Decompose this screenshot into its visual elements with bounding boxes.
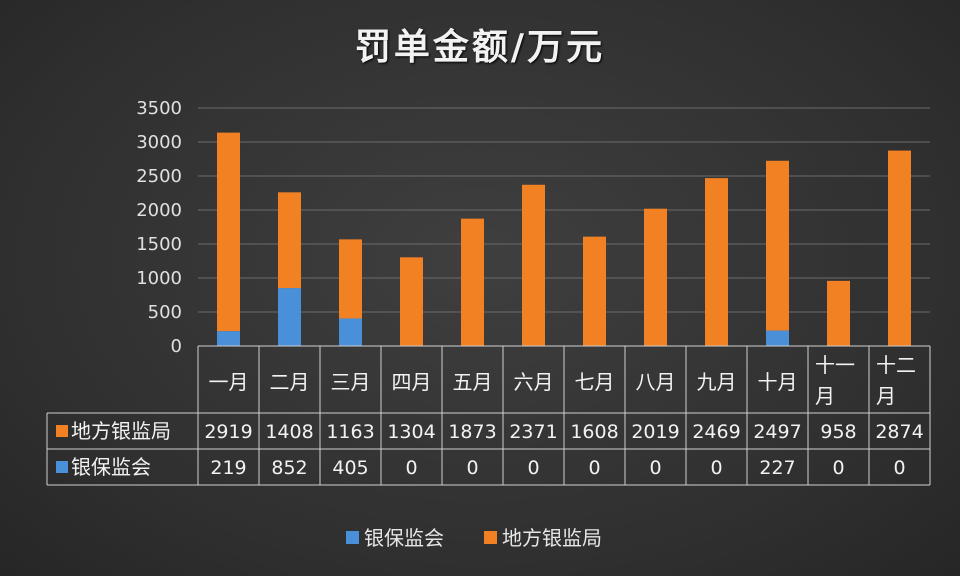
table-cell-value: 219 bbox=[210, 457, 246, 479]
bar-segment-bank-insurance bbox=[766, 330, 789, 346]
series-swatch bbox=[56, 461, 68, 473]
bar-segment-local-bank bbox=[461, 218, 484, 346]
table-cell-value: 0 bbox=[405, 457, 417, 479]
bar-segment-local-bank bbox=[705, 178, 728, 346]
table-cell-value: 227 bbox=[759, 457, 795, 479]
legend-swatch-bank-insurance bbox=[346, 531, 359, 544]
table-cell-value: 405 bbox=[332, 457, 368, 479]
y-tick-label: 3000 bbox=[136, 132, 182, 153]
y-tick-label: 1000 bbox=[136, 268, 182, 289]
series-swatch bbox=[56, 425, 68, 437]
table-cell-value: 1873 bbox=[448, 421, 496, 443]
bar-segment-bank-insurance bbox=[278, 288, 301, 346]
table-cell-value: 852 bbox=[271, 457, 307, 479]
category-label: 五月 bbox=[453, 370, 493, 394]
legend: 银保监会 地方银监局 bbox=[346, 526, 602, 550]
category-label: 八月 bbox=[636, 370, 676, 394]
table-cell-value: 2919 bbox=[204, 421, 252, 443]
series-label: 地方银监局 bbox=[71, 419, 171, 443]
bar-segment-local-bank bbox=[583, 236, 606, 346]
table-cell-value: 2497 bbox=[753, 421, 801, 443]
bar-segment-bank-insurance bbox=[217, 331, 240, 346]
table-cell-value: 0 bbox=[466, 457, 478, 479]
category-label: 四月 bbox=[392, 370, 432, 394]
table-cell-value: 0 bbox=[527, 457, 539, 479]
category-label: 十一月 bbox=[815, 353, 855, 408]
table-cell-value: 1304 bbox=[387, 421, 435, 443]
table-cell-value: 0 bbox=[832, 457, 844, 479]
category-label: 一月 bbox=[209, 370, 249, 394]
table-cell-value: 1408 bbox=[265, 421, 313, 443]
category-label: 三月 bbox=[331, 370, 371, 394]
y-tick-label: 1500 bbox=[136, 234, 182, 255]
bar-segment-local-bank bbox=[339, 239, 362, 319]
bar-segment-local-bank bbox=[400, 257, 423, 346]
table-cell-value: 1163 bbox=[326, 421, 374, 443]
legend-label: 地方银监局 bbox=[502, 526, 602, 550]
bars bbox=[217, 132, 911, 346]
table-cell-value: 2874 bbox=[875, 421, 923, 443]
bar-segment-local-bank bbox=[827, 280, 850, 346]
category-label: 十月 bbox=[758, 370, 798, 394]
table-cell-value: 0 bbox=[588, 457, 600, 479]
series-label: 银保监会 bbox=[71, 455, 151, 479]
y-tick-label: 2000 bbox=[136, 200, 182, 221]
gridlines bbox=[198, 107, 930, 313]
y-tick-label: 2500 bbox=[136, 166, 182, 187]
category-label: 七月 bbox=[575, 370, 615, 394]
chart-title: 罚单金额/万元 bbox=[354, 27, 606, 68]
bar-segment-local-bank bbox=[644, 208, 667, 346]
category-label: 十二月 bbox=[876, 353, 916, 408]
category-label: 六月 bbox=[514, 370, 554, 394]
category-label: 九月 bbox=[697, 370, 737, 394]
legend-swatch-local-bank bbox=[484, 531, 497, 544]
table-cell-value: 958 bbox=[820, 421, 856, 443]
table-cell-value: 2469 bbox=[692, 421, 740, 443]
table-cell-value: 1608 bbox=[570, 421, 618, 443]
bar-segment-local-bank bbox=[888, 150, 911, 346]
table-cell-value: 0 bbox=[710, 457, 722, 479]
y-tick-label: 3500 bbox=[136, 98, 182, 119]
y-tick-label: 0 bbox=[171, 336, 182, 357]
category-label: 二月 bbox=[270, 370, 310, 394]
table-cell-value: 0 bbox=[893, 457, 905, 479]
table-cell-value: 0 bbox=[649, 457, 661, 479]
y-axis-ticks: 0 500 1000 1500 2000 2500 3000 3500 bbox=[136, 98, 182, 357]
table-cell-value: 2371 bbox=[509, 421, 557, 443]
y-tick-label: 500 bbox=[148, 302, 182, 323]
legend-label: 银保监会 bbox=[364, 526, 444, 550]
bar-segment-local-bank bbox=[278, 192, 301, 289]
bar-segment-local-bank bbox=[766, 160, 789, 331]
table-cell-value: 2019 bbox=[631, 421, 679, 443]
bar-segment-bank-insurance bbox=[339, 318, 362, 346]
bar-segment-local-bank bbox=[217, 132, 240, 332]
bar-segment-local-bank bbox=[522, 184, 545, 346]
